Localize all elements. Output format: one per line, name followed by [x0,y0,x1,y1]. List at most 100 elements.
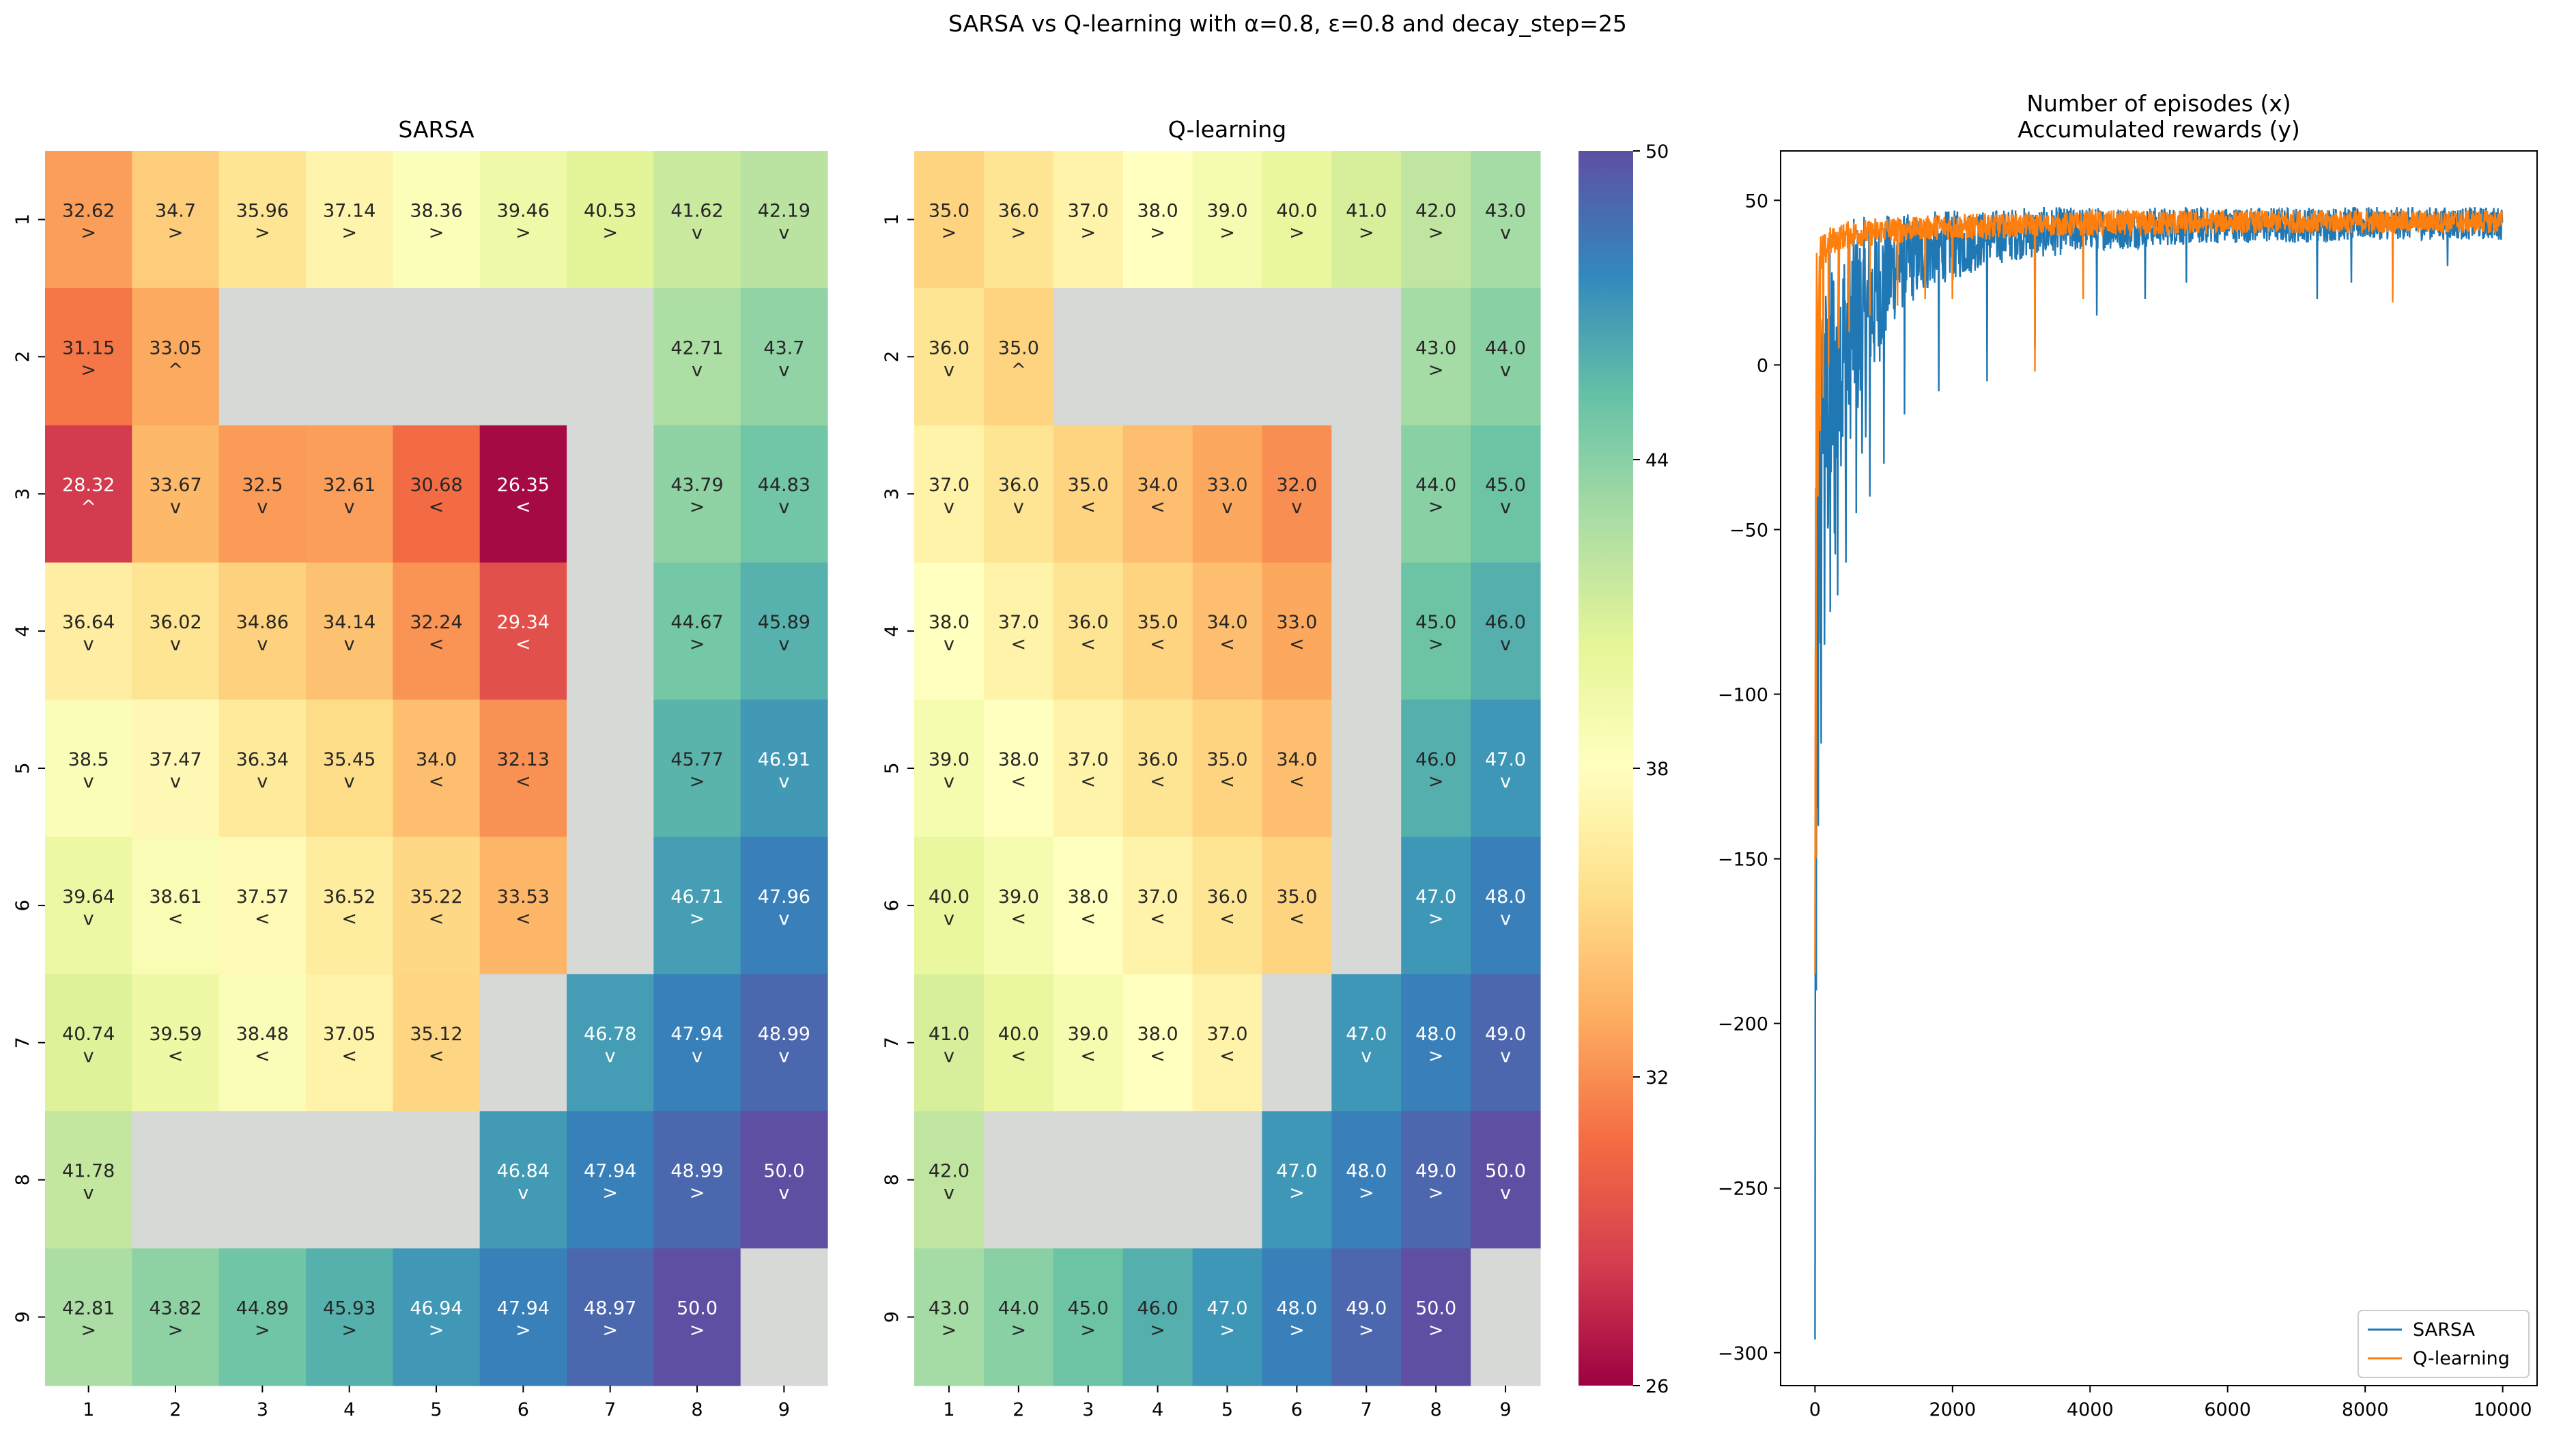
qlearning-cell [1262,151,1332,289]
qlearning-cell [1053,699,1124,838]
sarsa-cell [132,562,220,701]
qlearning-cell-arrow: < [1150,771,1165,792]
sarsa-cell-value: 50.0 [763,1161,804,1182]
qlearning-cell-value: 48.0 [1485,886,1526,908]
qlearning-cell-value: 49.0 [1415,1161,1456,1182]
sarsa-cell [479,1248,567,1386]
sarsa-cell-arrow: > [515,222,531,243]
sarsa-x-tick-label: 7 [604,1399,616,1420]
line-chart-title-line-2: Accumulated rewards (y) [2018,116,2300,143]
qlearning-cell [983,425,1054,563]
qlearning-cell [983,699,1054,838]
sarsa-cell-value: 34.86 [236,612,289,633]
qlearning-cell [1262,974,1332,1112]
sarsa-cell [218,837,307,975]
sarsa-cell-arrow: < [429,496,444,518]
sarsa-cell [132,425,220,563]
qlearning-cell-value: 45.0 [1415,612,1456,633]
sarsa-cell-arrow: > [690,1183,705,1204]
sarsa-cell-arrow: > [341,222,357,243]
sarsa-cell-arrow: > [690,496,705,518]
qlearning-cell-value: 43.0 [929,1298,969,1319]
qlearning-cell-value: 44.0 [998,1298,1039,1319]
sarsa-cell-value: 47.94 [670,1024,723,1045]
qlearning-cell-arrow: > [1359,1183,1374,1204]
qlearning-cell-arrow: < [1080,496,1096,518]
sarsa-cell [653,425,741,563]
qlearning-cell [1401,837,1471,975]
qlearning-cell [983,151,1054,289]
qlearning-x-tick-label: 5 [1221,1399,1233,1420]
qlearning-cell [1331,151,1402,289]
sarsa-cell-arrow: v [778,359,789,380]
sarsa-cell-arrow: v [778,496,789,518]
qlearning-cell [983,1248,1054,1386]
qlearning-cell-arrow: < [1289,634,1305,655]
sarsa-cell-value: 47.96 [758,886,810,908]
sarsa-cell-arrow: v [83,771,94,792]
qlearning-cell-value: 38.0 [1137,200,1178,221]
sarsa-cell-arrow: > [255,1320,270,1341]
colorbar: 26 32 38 44 50 [1579,141,1669,1397]
qlearning-cell-value: 36.0 [1137,749,1178,770]
qlearning-cell-value: 45.0 [1485,475,1526,496]
qlearning-cell-arrow: v [1291,496,1302,518]
qlearning-cell-arrow: v [944,771,954,792]
sarsa-y-tick-label: 8 [12,1174,33,1186]
sarsa-cell [132,699,220,838]
sarsa-cell [740,974,828,1112]
qlearning-cell-arrow: < [1219,908,1235,929]
qlearning-cell-arrow: < [1219,771,1235,792]
qlearning-cell-value: 45.0 [1068,1298,1109,1319]
qlearning-cell [1053,1248,1124,1386]
line-chart-title-line-1: Number of episodes (x) [2026,90,2291,117]
qlearning-cell [1262,837,1332,975]
qlearning-cell-value: 43.0 [1415,337,1456,359]
qlearning-cell-arrow: < [1150,496,1165,518]
sarsa-cell-value: 46.84 [497,1161,550,1182]
qlearning-cell-arrow: < [1080,771,1096,792]
qlearning-cell [1192,699,1263,838]
sarsa-cell-arrow: v [692,1046,703,1067]
qlearning-cell-value: 35.0 [1068,475,1109,496]
qlearning-cell-value: 39.0 [929,749,969,770]
sarsa-cell-value: 46.71 [670,886,723,908]
qlearning-cell-arrow: v [1500,1183,1511,1204]
qlearning-cell-value: 33.0 [1276,612,1317,633]
sarsa-cell-arrow: v [170,634,181,655]
sarsa-cell-arrow: > [341,1320,357,1341]
sarsa-cell-arrow: > [602,1183,618,1204]
qlearning-cell [1262,699,1332,838]
sarsa-cell-value: 42.81 [62,1298,115,1319]
qlearning-cell [1401,425,1471,563]
sarsa-cell-value: 43.7 [763,337,804,359]
sarsa-cell [740,1111,828,1249]
sarsa-cell-value: 32.13 [497,749,550,770]
sarsa-cell-value: 40.53 [584,200,636,221]
sarsa-cell [740,425,828,563]
sarsa-cell [306,425,393,563]
qlearning-cell [1122,1248,1193,1386]
qlearning-cell [1471,288,1541,426]
qlearning-cell-arrow: > [1428,771,1444,792]
qlearning-cell-value: 40.0 [929,886,969,908]
series-line-sarsa [1814,206,2504,1340]
qlearning-cell-arrow: v [1500,1046,1511,1067]
qlearning-cell-arrow: < [1080,634,1096,655]
sarsa-cell-arrow: v [257,634,268,655]
sarsa-cell [306,562,393,701]
sarsa-y-tick-label: 5 [12,762,33,774]
qlearning-cell [983,562,1054,701]
qlearning-cell-arrow: < [1080,908,1096,929]
sarsa-cell-value: 37.05 [323,1024,376,1045]
qlearning-cell [1401,151,1471,289]
qlearning-cell-value: 37.0 [1068,749,1109,770]
qlearning-cell [1192,562,1263,701]
qlearning-cell [1122,562,1193,701]
sarsa-cell [45,837,132,975]
qlearning-cell-arrow: > [1080,222,1096,243]
sarsa-cell [218,1111,307,1249]
colorbar-tick-label: 50 [1645,141,1669,163]
sarsa-cell-arrow: < [341,908,357,929]
qlearning-cell-value: 50.0 [1485,1161,1526,1182]
